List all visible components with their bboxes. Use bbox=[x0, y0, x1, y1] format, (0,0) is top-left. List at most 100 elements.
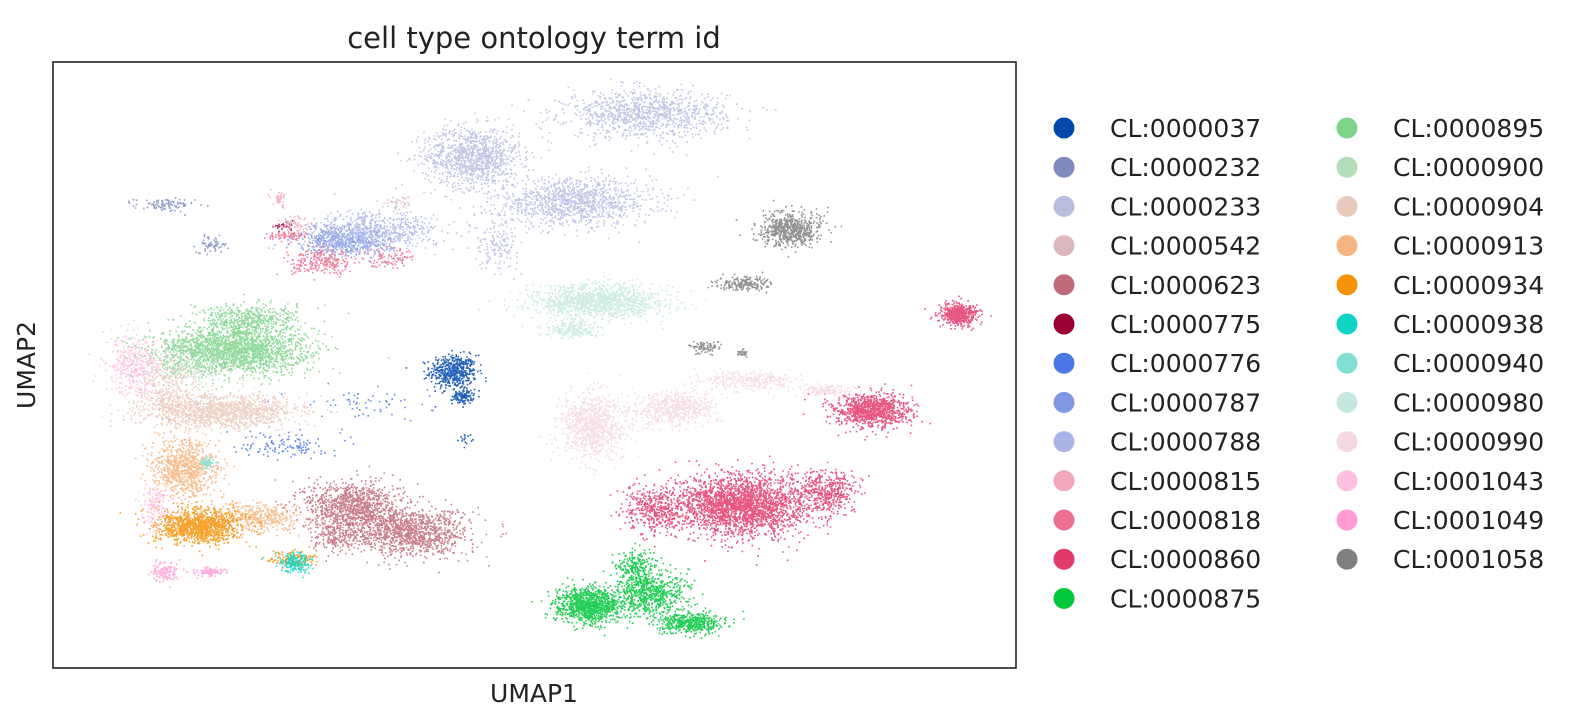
point-cloud-cl-0000037-0 bbox=[405, 349, 487, 408]
legend-marker bbox=[1053, 431, 1075, 453]
legend-label: CL:0000895 bbox=[1393, 114, 1544, 143]
legend-marker bbox=[1053, 391, 1075, 413]
point-cloud-cl-0000875-3 bbox=[611, 542, 665, 588]
point-cloud-cl-0001058-2 bbox=[688, 340, 722, 356]
legend-label: CL:0000940 bbox=[1393, 349, 1544, 378]
point-cloud-cl-0000938-0 bbox=[261, 551, 314, 579]
legend-label: CL:0001043 bbox=[1393, 467, 1544, 496]
legend-label: CL:0000904 bbox=[1393, 192, 1544, 221]
point-cloud-cl-0000037-1 bbox=[450, 386, 480, 408]
series-cl-0000990 bbox=[538, 368, 862, 476]
legend-item: CL:0001043 bbox=[1336, 467, 1544, 496]
series-cl-0000938 bbox=[261, 551, 314, 579]
point-cloud-cl-0001058-1 bbox=[707, 271, 772, 294]
legend-marker bbox=[1053, 470, 1075, 492]
point-cloud-cl-0001058-0 bbox=[735, 199, 843, 258]
series-cl-0001058 bbox=[688, 199, 843, 358]
point-cloud-cl-0000940-0 bbox=[199, 456, 219, 470]
legend-label: CL:0000860 bbox=[1110, 545, 1261, 574]
legend-marker bbox=[1336, 117, 1358, 139]
scatter-points bbox=[88, 78, 992, 639]
legend-marker bbox=[1053, 587, 1075, 609]
y-axis-label: UMAP2 bbox=[12, 321, 41, 409]
legend-label: CL:0000775 bbox=[1110, 310, 1261, 339]
point-cloud-cl-0000623-1 bbox=[322, 487, 507, 574]
legend-label: CL:0000938 bbox=[1393, 310, 1544, 339]
point-cloud-cl-0000233-0 bbox=[395, 104, 550, 201]
series-cl-0000542 bbox=[376, 196, 411, 213]
point-cloud-cl-0001049-0 bbox=[148, 558, 199, 588]
plot-frame bbox=[52, 61, 1017, 669]
point-cloud-cl-0000990-1 bbox=[615, 381, 728, 432]
legend-label: CL:0000233 bbox=[1110, 192, 1261, 221]
legend-item: CL:0001049 bbox=[1336, 506, 1544, 535]
legend-label: CL:0001058 bbox=[1393, 545, 1544, 574]
legend-label: CL:0000776 bbox=[1110, 349, 1261, 378]
series-cl-0000940 bbox=[199, 456, 219, 470]
legend-marker bbox=[1053, 509, 1075, 531]
legend-item: CL:0000980 bbox=[1336, 388, 1544, 417]
legend-item: CL:0000623 bbox=[1053, 271, 1261, 300]
legend-item: CL:0000788 bbox=[1053, 428, 1261, 457]
legend-label: CL:0000787 bbox=[1110, 388, 1261, 417]
point-cloud-cl-0000542-0 bbox=[376, 196, 411, 213]
point-cloud-cl-0000233-2 bbox=[501, 78, 777, 157]
legend-marker bbox=[1053, 274, 1075, 296]
legend-item: CL:0000818 bbox=[1053, 506, 1261, 535]
legend-marker bbox=[1336, 470, 1358, 492]
legend-item: CL:0000913 bbox=[1336, 232, 1544, 261]
legend-marker bbox=[1336, 235, 1358, 257]
legend-item: CL:0000787 bbox=[1053, 388, 1261, 417]
point-cloud-cl-0001049-1 bbox=[183, 565, 228, 578]
legend-item: CL:0000940 bbox=[1336, 349, 1544, 378]
legend-label: CL:0000232 bbox=[1110, 153, 1261, 182]
series-cl-0000037 bbox=[405, 349, 487, 449]
legend-item: CL:0000232 bbox=[1053, 153, 1261, 182]
legend-marker bbox=[1336, 391, 1358, 413]
legend-label: CL:0000788 bbox=[1110, 428, 1261, 457]
legend-label: CL:0001049 bbox=[1393, 506, 1544, 535]
point-cloud-cl-0000900-0 bbox=[128, 340, 252, 390]
legend-marker bbox=[1336, 313, 1358, 335]
legend-item: CL:0000938 bbox=[1336, 310, 1544, 339]
legend-item: CL:0000895 bbox=[1336, 114, 1544, 143]
point-cloud-cl-0001058-3 bbox=[736, 348, 748, 358]
legend-item: CL:0000775 bbox=[1053, 310, 1261, 339]
point-cloud-cl-0000233-3 bbox=[467, 208, 523, 280]
legend-item: CL:0000990 bbox=[1336, 428, 1544, 457]
series-cl-0000233 bbox=[395, 78, 777, 280]
legend-marker bbox=[1053, 156, 1075, 178]
legend-item: CL:0000900 bbox=[1336, 153, 1544, 182]
series-cl-0000776 bbox=[226, 382, 434, 461]
legend-label: CL:0000815 bbox=[1110, 467, 1261, 496]
legend-marker bbox=[1336, 431, 1358, 453]
point-cloud-cl-0000904-0 bbox=[101, 379, 360, 438]
point-cloud-cl-0000037-2 bbox=[457, 434, 474, 449]
legend-marker bbox=[1336, 274, 1358, 296]
point-cloud-cl-0000776-1 bbox=[267, 382, 434, 431]
legend-marker bbox=[1053, 235, 1075, 257]
series-cl-0000815 bbox=[267, 188, 313, 240]
legend-item: CL:0000934 bbox=[1336, 271, 1544, 300]
series-cl-0000623 bbox=[274, 465, 507, 574]
legend-marker bbox=[1053, 117, 1075, 139]
point-cloud-cl-0000895-0 bbox=[117, 312, 390, 393]
point-cloud-cl-0000990-0 bbox=[538, 372, 646, 476]
legend-label: CL:0000990 bbox=[1393, 428, 1544, 457]
series-cl-0000913 bbox=[134, 418, 322, 539]
point-cloud-cl-0000990-3 bbox=[787, 380, 862, 398]
legend-marker bbox=[1336, 509, 1358, 531]
point-cloud-cl-0000815-1 bbox=[267, 188, 286, 209]
series-cl-0000788 bbox=[268, 193, 475, 263]
point-cloud-cl-0000860-2 bbox=[802, 383, 931, 441]
legend-label: CL:0000542 bbox=[1110, 232, 1261, 261]
point-cloud-cl-0000875-0 bbox=[531, 577, 635, 637]
series-cl-0000232 bbox=[128, 197, 229, 256]
legend-label: CL:0000623 bbox=[1110, 271, 1261, 300]
legend-item: CL:0000875 bbox=[1053, 584, 1261, 613]
series-cl-0000934 bbox=[119, 496, 318, 569]
point-cloud-cl-0000875-1 bbox=[593, 557, 704, 625]
legend-label: CL:0000037 bbox=[1110, 114, 1261, 143]
point-cloud-cl-0000934-0 bbox=[119, 496, 269, 557]
